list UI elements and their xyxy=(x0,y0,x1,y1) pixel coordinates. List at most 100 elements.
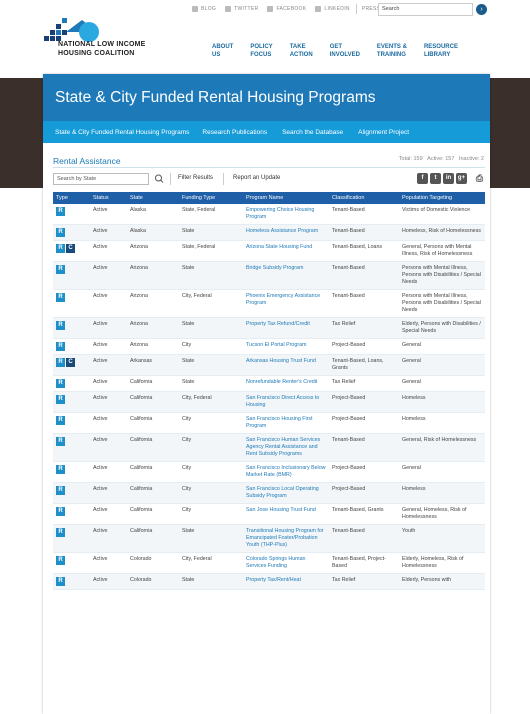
cell-program-name[interactable]: Nonrefundable Renter's Credit xyxy=(243,375,329,392)
facebook-link[interactable]: FACEBOOK xyxy=(267,6,306,12)
type-r-badge: R xyxy=(56,528,65,537)
table-row[interactable]: R Active Alaska State Homeless Assistance Pr… xyxy=(53,224,485,241)
table-row[interactable]: R C Active Arkansas State Arkansas Housing Tr… xyxy=(53,354,485,376)
cell-population: General, Homeless, Risk of Homelessness xyxy=(399,503,485,525)
search-go-button[interactable]: › xyxy=(476,4,487,15)
subnav-research[interactable]: Research Publications xyxy=(202,128,268,136)
cell-type: R xyxy=(53,289,90,318)
linkedin-link[interactable]: LINKEDIN xyxy=(315,6,350,12)
cell-state: Arkansas xyxy=(127,354,179,376)
cell-program-name[interactable]: San Francisco Local Operating Subsidy Pr… xyxy=(243,482,329,504)
cell-type: R xyxy=(53,204,90,225)
table-row[interactable]: R Active Colorado State Property Tax/Rent/He… xyxy=(53,573,485,590)
cell-program-name[interactable]: Bridge Subsidy Program xyxy=(243,261,329,290)
cell-program-name[interactable]: Empowering Choice Housing Program xyxy=(243,204,329,225)
nav-policy-focus[interactable]: POLICY FOCUS xyxy=(250,44,273,58)
cell-population: General xyxy=(399,338,485,355)
press-link[interactable]: PRESS xyxy=(361,6,381,12)
cell-type: R xyxy=(53,261,90,290)
cell-status: Active xyxy=(90,433,127,462)
col-type[interactable]: Type xyxy=(53,192,90,204)
google-plus-share-icon[interactable]: g+ xyxy=(456,173,467,184)
cell-program-name[interactable]: Arizona State Housing Fund xyxy=(243,240,329,262)
cell-program-name[interactable]: Colorado Springs Human Services Funding xyxy=(243,552,329,574)
table-row[interactable]: R Active California City, Federal San Franci… xyxy=(53,391,485,413)
table-row[interactable]: R Active Colorado City, Federal Colorado Spr… xyxy=(53,552,485,574)
subnav-programs[interactable]: State & City Funded Rental Housing Progr… xyxy=(55,128,190,136)
twitter-link[interactable]: TWITTER xyxy=(225,6,258,12)
type-r-badge: R xyxy=(56,321,65,330)
cell-program-name[interactable]: San Francisco Housing First Program xyxy=(243,412,329,434)
col-state[interactable]: State xyxy=(127,192,179,204)
nav-get-involved[interactable]: GET INVOLVED xyxy=(329,44,360,58)
nlihc-logo[interactable] xyxy=(44,18,194,62)
cell-program-name[interactable]: Phoenix Emergency Assistance Program xyxy=(243,289,329,318)
cell-state: California xyxy=(127,391,179,413)
cell-funding-type: City xyxy=(179,412,243,434)
table-row[interactable]: R Active California State Nonrefundable Rent… xyxy=(53,375,485,392)
site-search-input[interactable]: Search xyxy=(378,3,473,16)
col-funding-type[interactable]: Funding Type xyxy=(179,192,243,204)
col-population[interactable]: Population Targeting xyxy=(399,192,485,204)
col-classification[interactable]: Classification xyxy=(329,192,399,204)
subnav-search-database[interactable]: Search the Database xyxy=(282,128,344,136)
cell-status: Active xyxy=(90,317,127,339)
cell-state: Colorado xyxy=(127,573,179,590)
cell-population: General, Risk of Homelessness xyxy=(399,433,485,462)
table-row[interactable]: R Active Alaska State, Federal Empowering Ch… xyxy=(53,204,485,225)
col-status[interactable]: Status xyxy=(90,192,127,204)
table-row[interactable]: R Active California City San Francisco Inclu… xyxy=(53,461,485,483)
cell-state: California xyxy=(127,524,179,553)
cell-classification: Tax Relief xyxy=(329,375,399,392)
cell-program-name[interactable]: San Francisco Inclusionary Below Market … xyxy=(243,461,329,483)
stat-active: Active: 157 xyxy=(427,156,455,162)
table-row[interactable]: R Active California City San Francisco Housi… xyxy=(53,412,485,434)
type-r-badge: R xyxy=(56,207,65,216)
cell-program-name[interactable]: Homeless Assistance Program xyxy=(243,224,329,241)
cell-type: R xyxy=(53,573,90,590)
subnav-alignment[interactable]: Alignment Project xyxy=(358,128,410,136)
cell-program-name[interactable]: San Francisco Direct Access to Housing xyxy=(243,391,329,413)
facebook-share-icon[interactable]: f xyxy=(417,173,428,184)
search-icon[interactable] xyxy=(154,173,164,185)
type-r-badge: R xyxy=(56,465,65,474)
filter-results-button[interactable]: Filter Results xyxy=(178,175,214,181)
divider xyxy=(223,173,224,185)
nav-take-action[interactable]: TAKE ACTION xyxy=(289,44,313,58)
nav-resource-library[interactable]: RESOURCE LIBRARY xyxy=(423,44,458,58)
twitter-share-icon[interactable]: t xyxy=(430,173,441,184)
state-search-input[interactable]: Search by State xyxy=(53,173,149,185)
type-r-badge: R xyxy=(56,507,65,516)
table-toolbar: Search by State Filter Results Report an… xyxy=(53,173,485,187)
cell-program-name[interactable]: Tucson El Portal Program xyxy=(243,338,329,355)
print-icon[interactable]: ⎙ xyxy=(475,173,484,183)
divider xyxy=(170,173,171,185)
table-row[interactable]: R Active California City San Francisco Human… xyxy=(53,433,485,462)
report-update-button[interactable]: Report an Update xyxy=(233,175,281,181)
cell-program-name[interactable]: Arkansas Housing Trust Fund xyxy=(243,354,329,376)
col-program-name[interactable]: Program Name xyxy=(243,192,329,204)
cell-state: California xyxy=(127,461,179,483)
table-row[interactable]: R Active Arizona City, Federal Phoenix Emerg… xyxy=(53,289,485,318)
cell-program-name[interactable]: Property Tax Refund/Credit xyxy=(243,317,329,339)
table-row[interactable]: R C Active Arizona State, Federal Arizona Sta… xyxy=(53,240,485,262)
cell-classification: Tenant-Based xyxy=(329,261,399,290)
table-row[interactable]: R Active Arizona State Property Tax Refund/C… xyxy=(53,317,485,339)
cell-type: R xyxy=(53,391,90,413)
table-row[interactable]: R Active California State Transitional Housi… xyxy=(53,524,485,553)
cell-state: California xyxy=(127,482,179,504)
table-row[interactable]: R Active Arizona State Bridge Subsidy Progra… xyxy=(53,261,485,290)
cell-program-name[interactable]: Transitional Housing Program for Emancip… xyxy=(243,524,329,553)
linkedin-share-icon[interactable]: in xyxy=(443,173,454,184)
blog-link[interactable]: BLOG xyxy=(192,6,216,12)
cell-state: Arizona xyxy=(127,261,179,290)
cell-program-name[interactable]: Property Tax/Rent/Heat xyxy=(243,573,329,590)
table-row[interactable]: R Active California City San Jose Housing Tr… xyxy=(53,503,485,525)
nav-about-us[interactable]: ABOUT US xyxy=(212,44,234,58)
cell-program-name[interactable]: San Francisco Human Services Agency Rent… xyxy=(243,433,329,462)
table-row[interactable]: R Active Arizona City Tucson El Portal Progr… xyxy=(53,338,485,355)
nav-events-training[interactable]: EVENTS & TRAINING xyxy=(376,44,407,58)
table-row[interactable]: R Active California City San Francisco Local… xyxy=(53,482,485,504)
cell-program-name[interactable]: San Jose Housing Trust Fund xyxy=(243,503,329,525)
utility-links: BLOG TWITTER FACEBOOK LINKEDIN PRESS xyxy=(192,4,380,14)
